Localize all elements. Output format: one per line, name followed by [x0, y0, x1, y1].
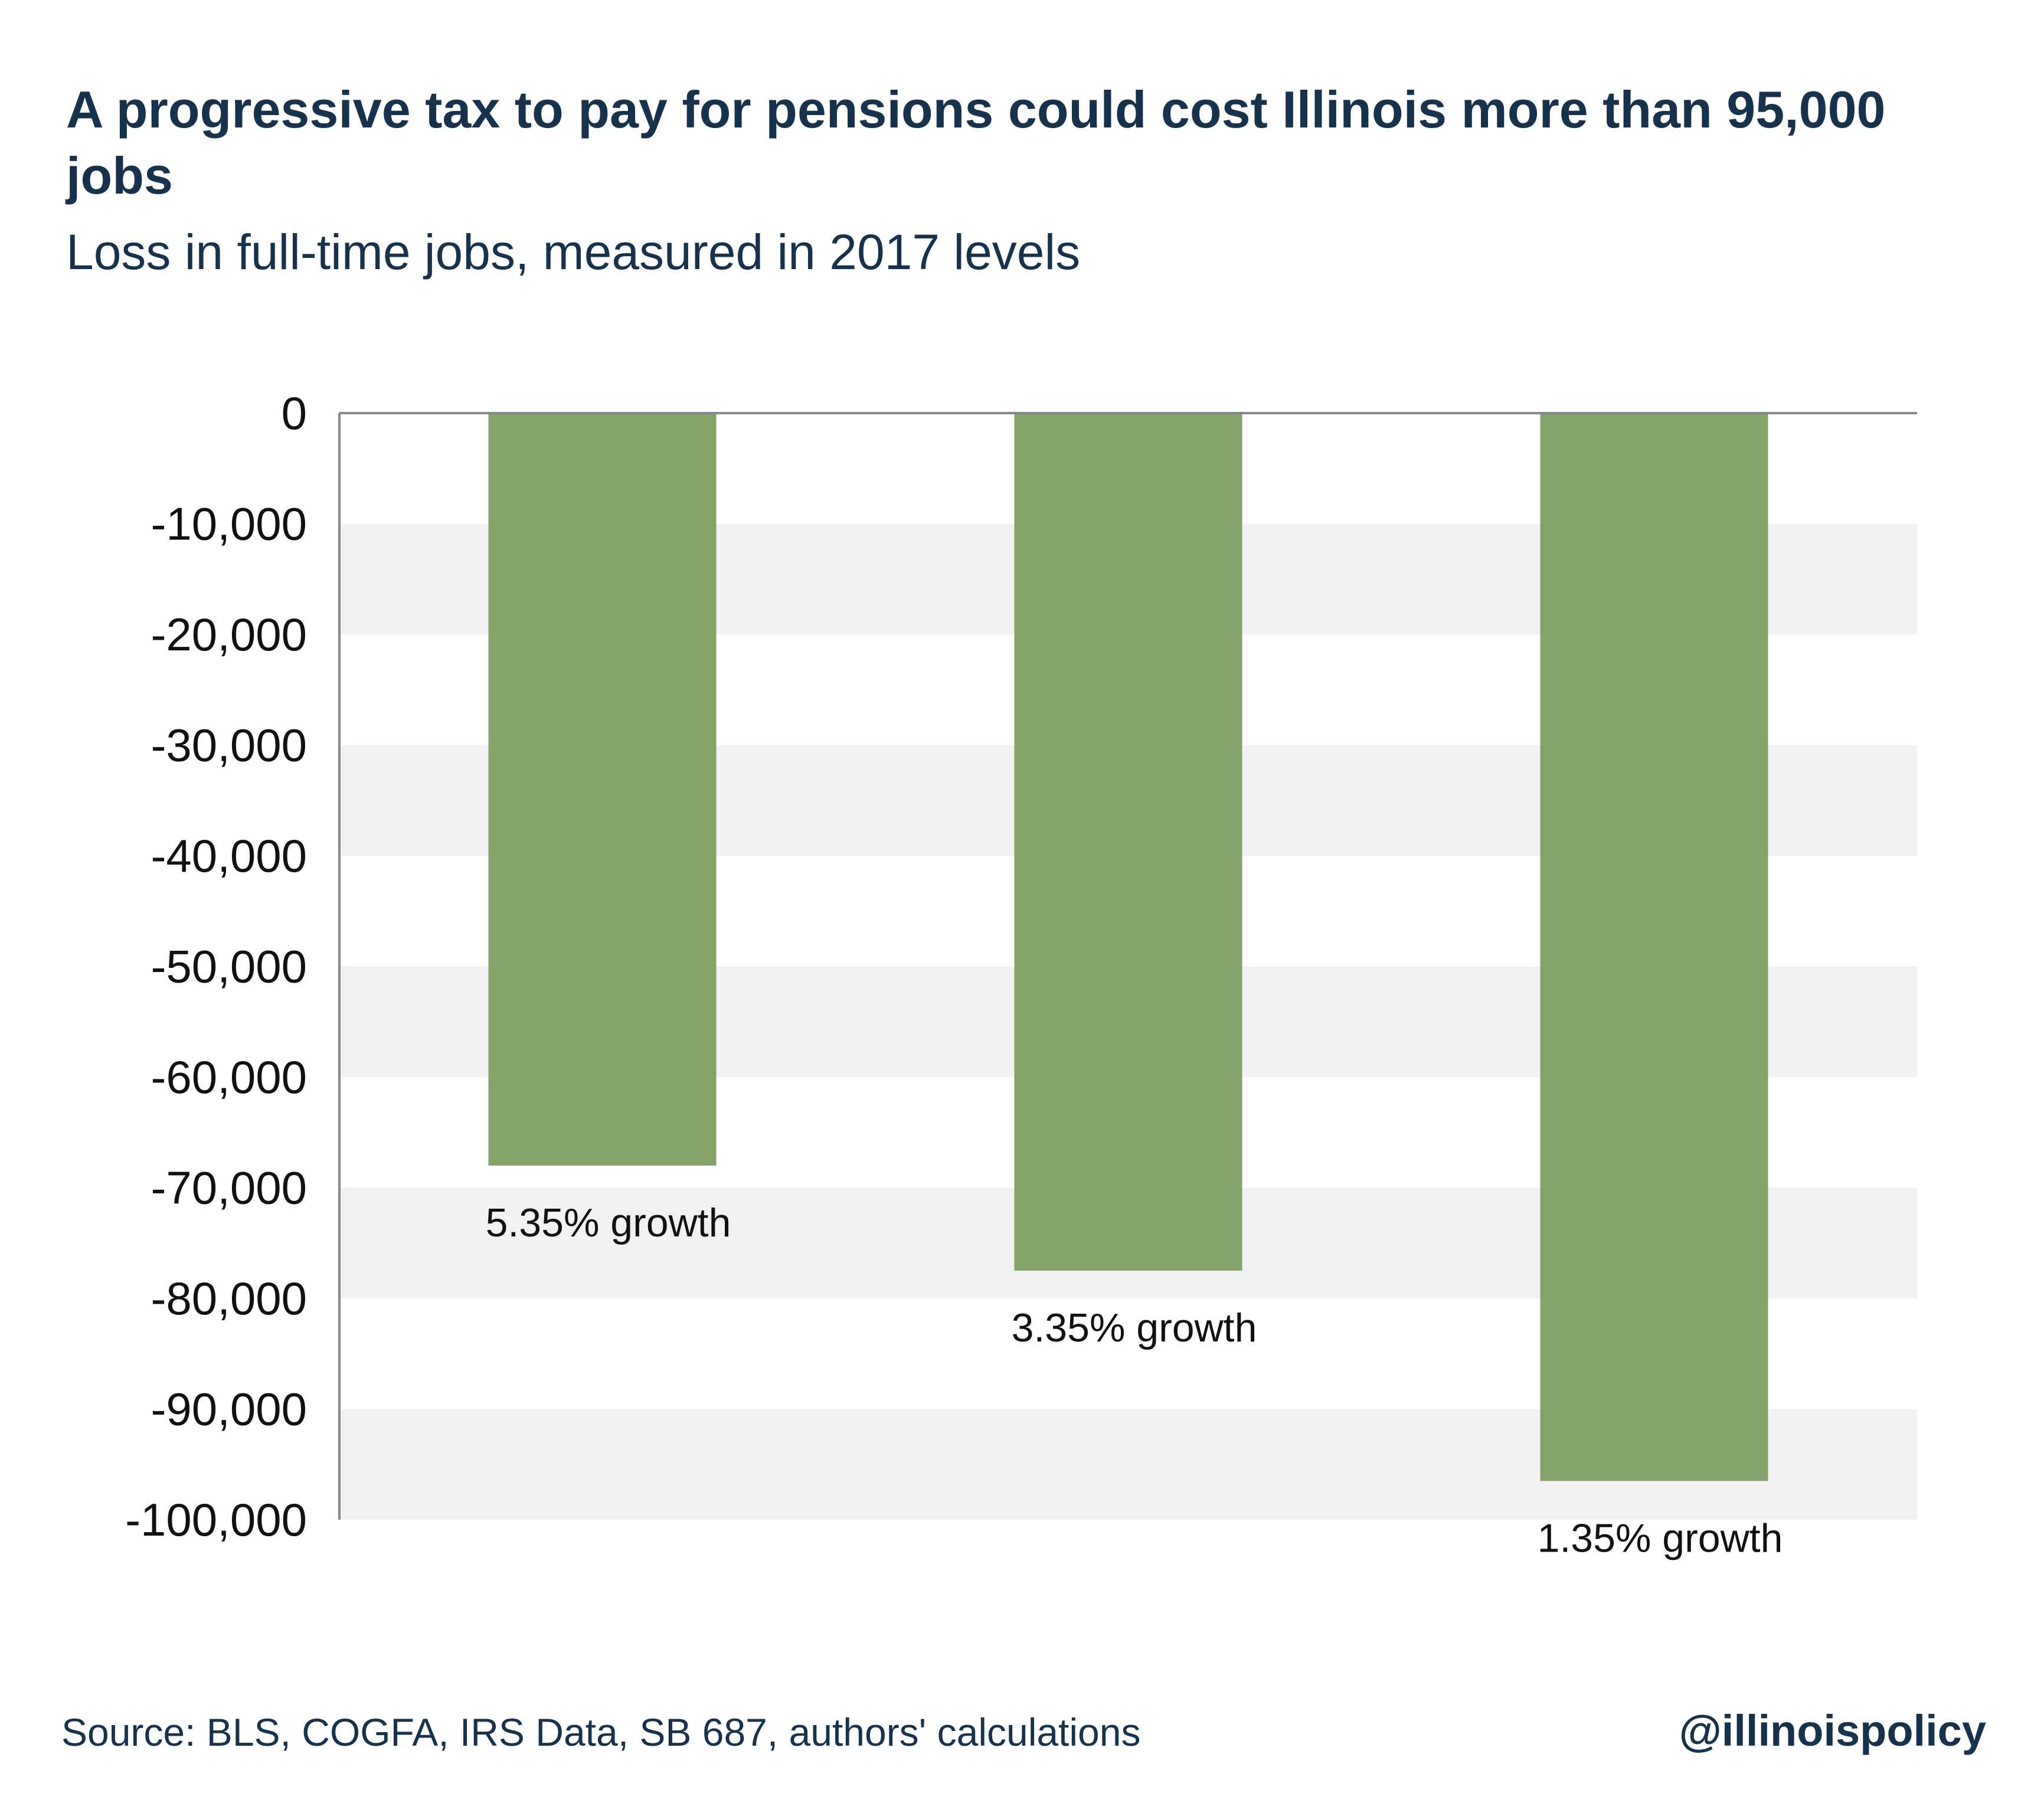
- bar-label: 3.35% growth: [1012, 1305, 1257, 1350]
- y-tick-label: -10,000: [151, 498, 307, 550]
- bar-label: 5.35% growth: [486, 1200, 731, 1245]
- bar-category-labels: 5.35% growth 3.35% growth 1.35% growth: [486, 1200, 1783, 1560]
- y-axis-tick-labels: 0 -10,000 -20,000 -30,000 -40,000 -50,000 -60,…: [125, 387, 307, 1546]
- bar-label: 1.35% growth: [1538, 1516, 1783, 1560]
- y-tick-label: -90,000: [151, 1383, 307, 1435]
- y-tick-label: -80,000: [151, 1272, 307, 1324]
- y-tick-label: 0: [282, 387, 307, 439]
- chart-axes: [338, 412, 1917, 1520]
- y-tick-label: -50,000: [151, 941, 307, 993]
- y-tick-label: -20,000: [151, 608, 307, 660]
- y-tick-label: -70,000: [151, 1162, 307, 1214]
- bar: [1540, 413, 1768, 1481]
- chart-subtitle: Loss in full-time jobs, measured in 2017…: [66, 224, 1081, 280]
- y-tick-label: -60,000: [151, 1051, 307, 1103]
- bar: [1014, 413, 1242, 1271]
- y-tick-label: -40,000: [151, 830, 307, 882]
- bar-series: [488, 413, 1768, 1481]
- chart-title: A progressive tax to pay for pensions co…: [66, 80, 1886, 205]
- source-note: Source: BLS, COGFA, IRS Data, SB 687, au…: [61, 1710, 1141, 1754]
- brand-handle: @illinoispolicy: [1679, 1706, 1986, 1755]
- y-tick-label: -30,000: [151, 719, 307, 771]
- y-tick-label: -100,000: [125, 1494, 307, 1546]
- bar: [488, 413, 717, 1166]
